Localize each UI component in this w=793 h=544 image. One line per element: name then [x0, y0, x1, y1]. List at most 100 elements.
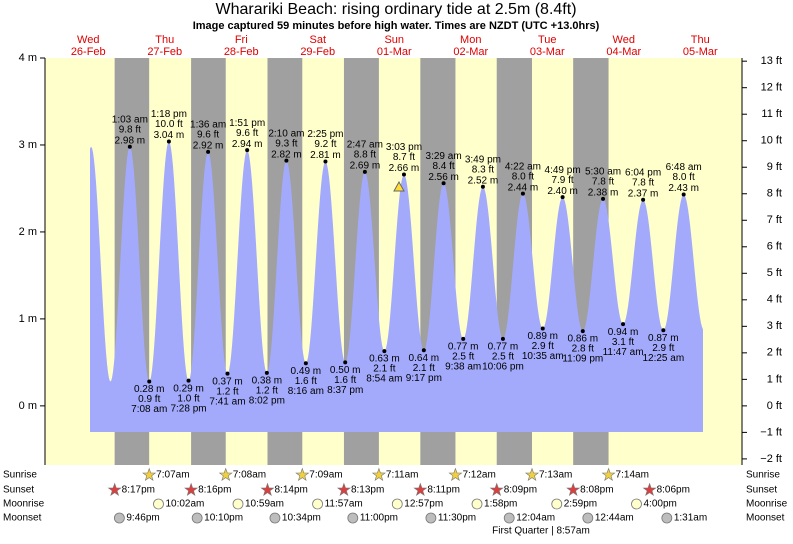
tide-height-label: 3.04 m: [154, 130, 185, 141]
tide-point: [560, 195, 565, 200]
day-weekday: Tue: [538, 34, 557, 46]
moonset-time: 9:46pm: [126, 513, 159, 524]
tide-time: 5:30 am: [585, 167, 621, 178]
moonset-icon: [582, 512, 594, 524]
tide-time: 3:29 am: [426, 151, 462, 162]
y2-tick-label: 10 ft: [761, 135, 782, 147]
tide-point: [147, 379, 152, 384]
tide-height-label: 2.82 m: [271, 149, 302, 160]
day-date: 01-Mar: [377, 46, 412, 58]
tide-feet-label: 1.2 ft: [256, 385, 278, 396]
sunset-time: 8:09pm: [504, 485, 537, 496]
tide-feet-label: 2.9 ft: [652, 343, 674, 354]
tide-feet-label: 10.0 ft: [155, 119, 183, 130]
tide-height-label: 0.64 m: [409, 353, 440, 364]
row-label: Sunrise: [3, 470, 37, 481]
moonset-time: 1:31am: [674, 513, 707, 524]
moonrise-time: 4:00pm: [644, 499, 677, 510]
sunset-time: 8:14pm: [274, 485, 307, 496]
tide-point: [382, 349, 387, 354]
moonrise-icon: [471, 498, 483, 510]
sunrise-icon: [371, 467, 386, 482]
sunset-icon: [642, 482, 657, 497]
y2-tick-label: 6 ft: [767, 241, 782, 253]
tide-point: [461, 336, 466, 341]
day-weekday: Sun: [384, 34, 404, 46]
chart-title: Wharariki Beach: rising ordinary tide at…: [215, 1, 576, 18]
moonrise-icon: [631, 498, 642, 510]
tide-time: 9:17 pm: [406, 373, 442, 384]
tide-time: 8:37 pm: [327, 385, 363, 396]
sunrise-icon: [142, 467, 157, 482]
day-date: 29-Feb: [300, 46, 335, 58]
tide-time: 6:48 am: [666, 162, 702, 173]
tide-feet-label: 2.5 ft: [452, 352, 474, 363]
tide-point: [362, 169, 367, 174]
row-label: Moonrise: [746, 499, 788, 510]
sunrise-icon: [524, 467, 540, 482]
tide-point: [166, 139, 171, 144]
tide-point: [264, 370, 269, 375]
tide-time: 1:51 pm: [229, 118, 265, 129]
tide-time: 2:47 am: [347, 140, 383, 151]
tide-area: [90, 141, 703, 432]
chart-subtitle: Image captured 59 minutes before high wa…: [193, 20, 600, 32]
y2-tick-label: 0 ft: [767, 400, 782, 412]
tide-time: 8:16 am: [288, 386, 324, 397]
day-weekday: Thu: [691, 34, 710, 46]
tide-height-label: 2.43 m: [668, 183, 699, 194]
moonrise-time: 11:57am: [325, 499, 363, 510]
day-weekday: Sat: [309, 34, 326, 46]
tide-point: [225, 371, 230, 376]
tide-point: [520, 191, 525, 196]
tide-point: [284, 158, 289, 163]
tide-feet-label: 9.6 ft: [197, 130, 219, 141]
moonset-time: 10:34pm: [282, 513, 321, 524]
tide-height-label: 0.28 m: [134, 384, 165, 395]
y2-tick-label: 2 ft: [767, 347, 782, 359]
sunset-time: 8:17pm: [122, 485, 155, 496]
sunrise-time: 7:12am: [462, 470, 495, 481]
sunrise-time: 7:14am: [616, 470, 649, 481]
tide-point: [303, 361, 308, 366]
sunset-time: 8:06pm: [657, 485, 690, 496]
tide-point: [127, 144, 132, 149]
moonrise-time: 10:59am: [245, 499, 284, 510]
tide-point: [500, 336, 505, 341]
sunrise-time: 7:09am: [309, 470, 342, 481]
tide-point: [421, 348, 426, 353]
y2-tick-label: 5 ft: [767, 267, 782, 279]
moonset-time: 11:30pm: [438, 513, 476, 524]
y2-tick-label: −2 ft: [760, 453, 782, 465]
day-date: 03-Mar: [530, 46, 565, 58]
tide-point: [401, 172, 406, 177]
moonset-time: 10:10pm: [204, 513, 243, 524]
moonset-time: 12:04am: [516, 513, 555, 524]
tide-height-label: 2.81 m: [310, 150, 341, 161]
tide-time: 2:25 pm: [307, 129, 343, 140]
tide-feet-label: 8.3 ft: [472, 164, 494, 175]
tide-height-label: 0.63 m: [369, 354, 400, 365]
y2-tick-label: 9 ft: [767, 161, 782, 173]
tide-feet-label: 2.1 ft: [373, 364, 395, 375]
tide-height-label: 2.69 m: [350, 161, 381, 172]
moonrise-time: 12:57pm: [404, 499, 443, 510]
sunset-time: 8:13pm: [351, 485, 384, 496]
tide-height-label: 2.52 m: [468, 175, 499, 186]
tide-feet-label: 1.6 ft: [295, 376, 317, 387]
tide-feet-label: 7.9 ft: [551, 175, 573, 186]
moonrise-icon: [232, 498, 244, 510]
y2-tick-label: 13 ft: [761, 55, 782, 67]
moonrise-icon: [551, 498, 563, 510]
tide-time: 8:02 pm: [249, 395, 285, 406]
y-tick-label: 1 m: [19, 313, 37, 325]
tide-feet-label: 3.1 ft: [612, 337, 634, 348]
day-weekday: Thu: [155, 34, 174, 46]
sunrise-time: 7:07am: [156, 470, 189, 481]
sunset-time: 8:08pm: [580, 485, 613, 496]
tide-height-label: 2.94 m: [232, 139, 263, 150]
tide-time: 1:18 pm: [151, 109, 187, 120]
tide-time: 7:41 am: [209, 396, 245, 407]
day-weekday: Mon: [460, 34, 481, 46]
